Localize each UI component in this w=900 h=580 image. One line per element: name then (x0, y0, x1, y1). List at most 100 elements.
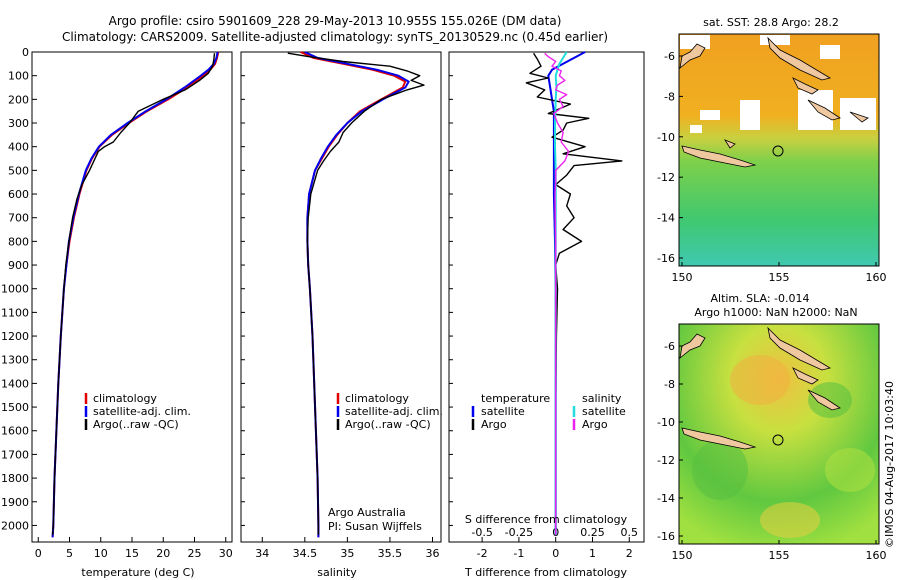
temperature-xlabel: temperature (deg C) (81, 566, 194, 579)
map-xtick-label: 150 (672, 549, 693, 562)
xtick-label: 0 (35, 547, 42, 560)
xtick-label: 34.5 (293, 547, 318, 560)
ytick-label: 900 (8, 259, 29, 272)
ytick-label: 1100 (1, 306, 29, 319)
map-ytick-label: -6 (664, 50, 675, 63)
ytick-label: 700 (8, 212, 29, 225)
xtick-label: 25 (188, 547, 202, 560)
series-line-argo-raw-qc- (51, 53, 216, 535)
sla-map-title-2: Argo h1000: NaN h2000: NaN (694, 306, 857, 319)
ytick-label: 500 (8, 164, 29, 177)
map-xtick-label: 155 (769, 549, 790, 562)
map-ytick-label: -10 (657, 416, 675, 429)
series-line-argo-raw-qc- (287, 52, 425, 535)
ytick-label: 100 (8, 70, 29, 83)
xtick-label: 35 (340, 547, 354, 560)
attribution-line-2: PI: Susan Wijffels (328, 520, 422, 533)
xtick-label: 36 (425, 547, 439, 560)
sla-map-title-1: Altim. SLA: -0.014 (710, 292, 809, 305)
xtick-label: -2 (477, 547, 488, 560)
ytick-label: 800 (8, 235, 29, 248)
s-xtick-label: -0.5 (471, 526, 492, 539)
sst-map-title: sat. SST: 28.8 Argo: 28.2 (703, 16, 839, 29)
ytick-label: 1400 (1, 377, 29, 390)
legend-temperature-heading: temperature (481, 392, 550, 405)
ytick-label: 1800 (1, 472, 29, 485)
s-difference-xlabel: S difference from climatology (465, 513, 628, 526)
legend-satellite-label-2: satellite-adj. clim. (345, 405, 443, 418)
s-xtick-label: -0.25 (505, 526, 533, 539)
ytick-label: 600 (8, 188, 29, 201)
map-ytick-label: -12 (657, 454, 675, 467)
salinity-profile-panel: 34 34.5 35 35.5 36 salinity climatology sate… (240, 51, 443, 579)
ytick-label: 1300 (1, 354, 29, 367)
ytick-label: 400 (8, 141, 29, 154)
salinity-legend: climatology satellite-adj. clim. Argo(..… (336, 392, 443, 431)
map-xtick-label: 160 (866, 271, 887, 284)
t-difference-xlabel: T difference from climatology (464, 566, 627, 579)
map-ytick-label: -14 (657, 212, 675, 225)
attribution-line-1: Argo Australia (328, 506, 406, 519)
legend-t-satellite-label: satellite (481, 405, 525, 418)
ytick-label: 200 (8, 93, 29, 106)
s-xtick-label: 0.25 (580, 526, 605, 539)
ytick-label: 300 (8, 117, 29, 130)
xtick-label: 30 (219, 547, 233, 560)
xtick-label: 10 (94, 547, 108, 560)
ytick-label: 2000 (1, 519, 29, 532)
map-ytick-label: -14 (657, 492, 675, 505)
series-line-salinity-argo (544, 52, 570, 535)
legend-argo-label: Argo(..raw -QC) (93, 418, 179, 431)
map-xtick-label: 150 (672, 271, 693, 284)
legend-s-satellite-label: satellite (582, 405, 626, 418)
s-xtick-label: 0.5 (621, 526, 639, 539)
map-ytick-label: -10 (657, 131, 675, 144)
ytick-label: 1000 (1, 283, 29, 296)
imos-stamp: ©IMOS 04-Aug-2017 10:03:40 (883, 381, 896, 548)
xtick-label: 34 (255, 547, 269, 560)
difference-profile-panel: -2 -1 0 1 2 -0.5 -0.25 0 0.25 0.5 T difference f… (448, 51, 645, 579)
sst-map-coastlines (679, 36, 869, 168)
map-ytick-label: -8 (664, 378, 675, 391)
legend-salinity-heading: salinity (582, 392, 622, 405)
temperature-profile-panel: 0100200300400500600700800900100011001200… (1, 46, 233, 579)
sst-argo-location-marker (772, 145, 784, 157)
legend-argo-label-2: Argo(..raw -QC) (345, 418, 431, 431)
legend-t-argo-label: Argo (481, 418, 507, 431)
legend-climatology-label-2: climatology (345, 392, 409, 405)
xtick-label: 0 (552, 547, 559, 560)
legend-s-argo-label: Argo (582, 418, 608, 431)
salinity-xlabel: salinity (317, 566, 357, 579)
xtick-label: 1 (589, 547, 596, 560)
ytick-label: 0 (22, 46, 29, 59)
sla-map-blobs (692, 355, 875, 538)
map-ytick-label: -8 (664, 90, 675, 103)
ytick-label: 1500 (1, 401, 29, 414)
ytick-label: 1900 (1, 496, 29, 509)
map-ytick-label: -12 (657, 171, 675, 184)
ytick-label: 1600 (1, 425, 29, 438)
sla-map-coastlines (679, 326, 841, 450)
sla-argo-location-marker (772, 434, 784, 446)
ytick-label: 1700 (1, 448, 29, 461)
map-xtick-label: 160 (866, 549, 887, 562)
legend-satellite-label: satellite-adj. clim. (93, 405, 191, 418)
xtick-label: 15 (125, 547, 139, 560)
xtick-label: 20 (156, 547, 170, 560)
title-line-1: Argo profile: csiro 5901609_228 29-May-2… (109, 14, 562, 28)
map-xtick-label: 155 (769, 271, 790, 284)
difference-legend: temperature salinity satellite Argo sate… (471, 392, 626, 431)
xtick-label: 5 (66, 547, 73, 560)
map-ytick-label: -16 (657, 252, 675, 265)
legend-climatology-label: climatology (93, 392, 157, 405)
map-ytick-label: -16 (657, 530, 675, 543)
sla-map-panel: Altim. SLA: -0.014 Argo h1000: NaN h2000… (657, 292, 886, 562)
sst-map-panel: sat. SST: 28.8 Argo: 28.2 -6 -8 -10 -12 -14 -… (657, 16, 886, 284)
title-line-2: Climatology: CARS2009. Satellite-adjuste… (62, 30, 608, 44)
temperature-legend: climatology satellite-adj. clim. Argo(..… (84, 392, 191, 431)
xtick-label: -1 (513, 547, 524, 560)
ytick-label: 1200 (1, 330, 29, 343)
xtick-label: 2 (626, 547, 633, 560)
sst-map-field (678, 33, 880, 267)
